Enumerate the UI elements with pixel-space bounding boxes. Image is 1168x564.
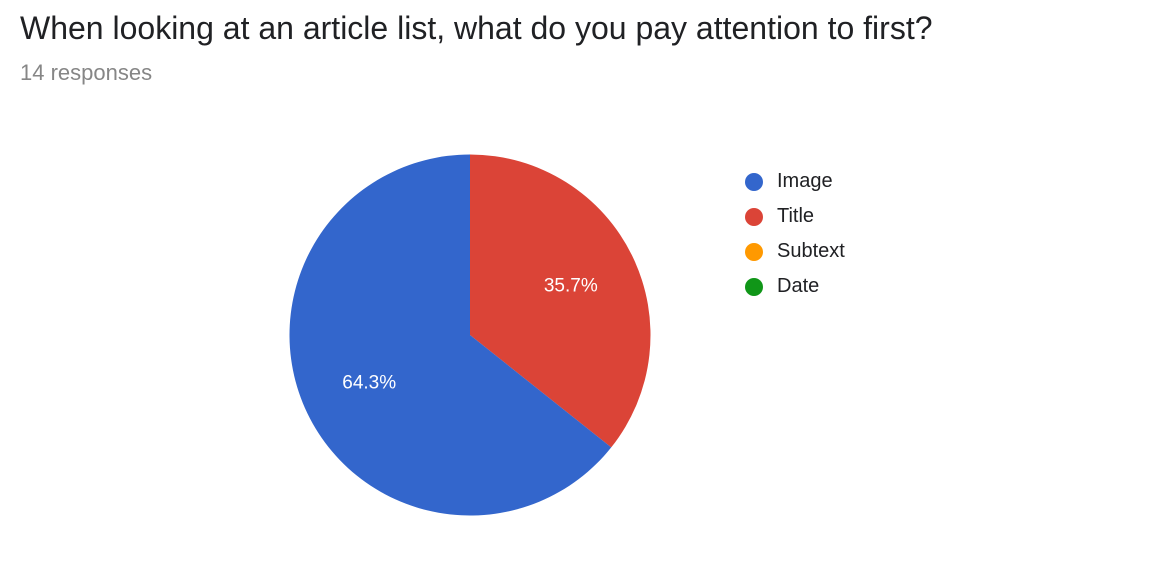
response-count: 14 responses <box>20 60 152 86</box>
legend-label: Title <box>777 205 814 228</box>
pie-svg: 35.7% 64.3% <box>280 145 660 525</box>
legend-label: Date <box>777 275 819 298</box>
legend-label: Subtext <box>777 240 845 263</box>
legend-item: Subtext <box>745 240 845 263</box>
chart-container: When looking at an article list, what do… <box>0 0 1168 564</box>
legend-swatch <box>745 173 763 191</box>
pie-slice-label: 64.3% <box>342 373 396 394</box>
legend-item: Image <box>745 170 845 193</box>
pie-slice-label: 35.7% <box>544 275 598 296</box>
legend-item: Title <box>745 205 845 228</box>
legend-swatch <box>745 243 763 261</box>
chart-title: When looking at an article list, what do… <box>20 10 933 47</box>
legend-label: Image <box>777 170 833 193</box>
legend-swatch <box>745 208 763 226</box>
legend: Image Title Subtext Date <box>745 170 845 310</box>
pie-chart: 35.7% 64.3% <box>280 145 660 525</box>
legend-item: Date <box>745 275 845 298</box>
legend-swatch <box>745 278 763 296</box>
